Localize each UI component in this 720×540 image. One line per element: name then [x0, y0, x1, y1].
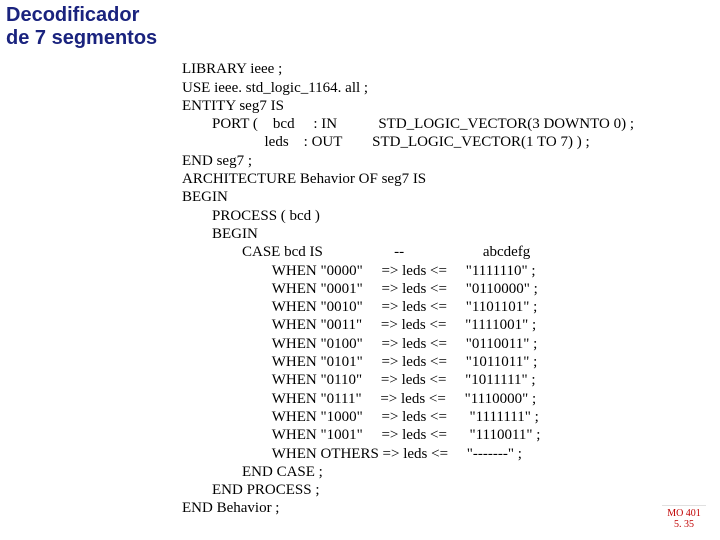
code-line: WHEN "1001" => leds <= "1110011" ;: [182, 427, 540, 443]
vhdl-code-block: LIBRARY ieee ; USE ieee. std_logic_1164.…: [182, 42, 634, 518]
code-line: WHEN "0101" => leds <= "1011011" ;: [182, 354, 537, 370]
code-line: leds : OUT STD_LOGIC_VECTOR(1 TO 7) ) ;: [182, 134, 590, 150]
code-line: WHEN "1000" => leds <= "1111111" ;: [182, 409, 539, 425]
code-line: ENTITY seg7 IS: [182, 98, 284, 114]
code-line: BEGIN: [182, 226, 258, 242]
code-line: PORT ( bcd : IN STD_LOGIC_VECTOR(3 DOWNT…: [182, 116, 634, 132]
code-line: PROCESS ( bcd ): [182, 208, 320, 224]
code-line: WHEN "0111" => leds <= "1110000" ;: [182, 391, 536, 407]
slide-title: Decodificador de 7 segmentos: [6, 4, 166, 50]
code-line: END PROCESS ;: [182, 482, 320, 498]
code-line: WHEN "0011" => leds <= "1111001" ;: [182, 317, 536, 333]
code-line: END CASE ;: [182, 464, 323, 480]
slide-footer: MO 401 5. 35: [662, 505, 706, 530]
code-line: USE ieee. std_logic_1164. all ;: [182, 80, 368, 96]
course-code: MO 401: [662, 508, 706, 519]
code-line: END Behavior ;: [182, 500, 279, 516]
slide-number: 5. 35: [662, 519, 706, 530]
code-line: WHEN "0010" => leds <= "1101101" ;: [182, 299, 537, 315]
code-line: WHEN "0110" => leds <= "1011111" ;: [182, 372, 536, 388]
code-line: CASE bcd IS -- abcdefg: [182, 244, 530, 260]
code-line: WHEN "0000" => leds <= "1111110" ;: [182, 263, 536, 279]
code-line: WHEN OTHERS => leds <= "-------" ;: [182, 446, 522, 462]
code-line: LIBRARY ieee ;: [182, 61, 282, 77]
code-line: BEGIN: [182, 189, 228, 205]
code-line: WHEN "0100" => leds <= "0110011" ;: [182, 336, 537, 352]
code-line: WHEN "0001" => leds <= "0110000" ;: [182, 281, 538, 297]
code-line: ARCHITECTURE Behavior OF seg7 IS: [182, 171, 426, 187]
code-line: END seg7 ;: [182, 153, 252, 169]
